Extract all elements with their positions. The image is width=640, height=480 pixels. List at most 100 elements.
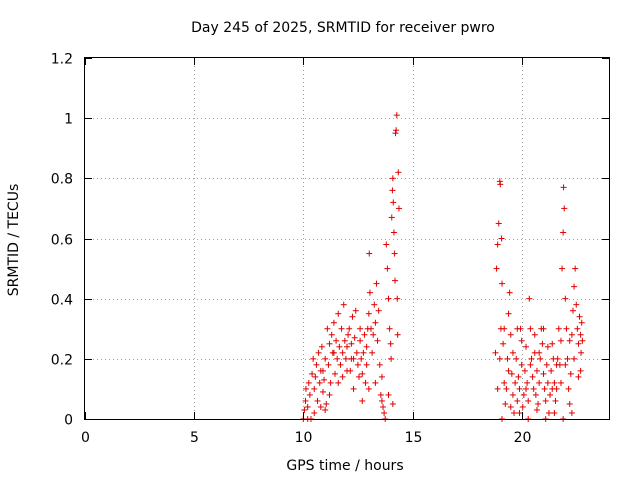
data-point <box>494 241 501 248</box>
data-point <box>561 205 568 212</box>
data-point <box>359 370 366 377</box>
data-point <box>526 295 533 302</box>
data-point <box>349 313 356 320</box>
data-point <box>511 409 518 416</box>
data-point <box>342 355 349 362</box>
data-point <box>309 370 316 377</box>
data-point <box>384 265 391 272</box>
y-tick-label: 0.2 <box>51 353 73 369</box>
data-point <box>385 295 392 302</box>
y-tick-label: 0 <box>64 413 73 429</box>
data-point <box>375 307 382 314</box>
data-point <box>552 397 559 404</box>
data-point <box>499 280 506 287</box>
data-point <box>574 325 581 332</box>
data-point <box>335 310 342 317</box>
data-point <box>551 409 558 416</box>
data-point <box>513 355 520 362</box>
data-point <box>524 379 531 386</box>
data-point <box>392 277 399 284</box>
data-point <box>557 379 564 386</box>
data-point <box>322 355 329 362</box>
data-point <box>578 319 585 326</box>
data-point <box>390 229 397 236</box>
data-point <box>512 379 519 386</box>
data-point <box>566 400 573 407</box>
data-point <box>378 373 385 380</box>
data-point <box>541 385 548 392</box>
data-point <box>372 319 379 326</box>
data-point <box>502 400 509 407</box>
y-tick-label: 1 <box>64 112 73 128</box>
data-point <box>492 349 499 356</box>
data-point <box>518 361 525 368</box>
data-point <box>330 349 337 356</box>
data-point <box>560 184 567 191</box>
data-point <box>563 325 570 332</box>
data-point <box>554 355 561 362</box>
data-point <box>540 325 547 332</box>
data-point <box>372 379 379 386</box>
data-point <box>388 355 395 362</box>
data-point <box>501 379 508 386</box>
data-point <box>562 361 569 368</box>
data-point <box>365 310 372 317</box>
data-point <box>317 403 324 410</box>
data-point <box>521 367 528 374</box>
data-point <box>319 367 326 374</box>
data-point <box>562 295 569 302</box>
y-tick-label: 0.8 <box>51 172 73 188</box>
data-point <box>393 112 400 119</box>
data-point <box>354 361 361 368</box>
data-point <box>385 391 392 398</box>
data-point <box>516 385 523 392</box>
data-point <box>344 367 350 374</box>
data-point <box>506 289 513 296</box>
data-point <box>323 400 330 407</box>
data-point <box>495 220 502 227</box>
data-point <box>390 199 397 206</box>
data-point <box>529 373 536 380</box>
data-point <box>389 400 396 407</box>
data-point <box>302 385 309 392</box>
data-point <box>528 355 535 362</box>
y-tick-label: 0.6 <box>51 233 73 249</box>
data-point <box>327 379 334 386</box>
data-point <box>331 370 338 377</box>
data-point <box>304 403 311 410</box>
data-point <box>504 355 511 362</box>
data-point <box>324 325 331 332</box>
x-tick-label: 10 <box>295 430 313 446</box>
data-point <box>568 331 575 338</box>
data-point <box>505 310 512 317</box>
data-point <box>334 355 341 362</box>
data-point <box>539 340 546 347</box>
data-point <box>494 385 501 392</box>
x-tick-label: 20 <box>514 430 532 446</box>
data-point <box>325 361 332 368</box>
data-point <box>543 361 550 368</box>
data-point <box>366 250 373 257</box>
data-point <box>565 385 572 392</box>
data-point <box>571 355 578 362</box>
data-point <box>393 127 400 134</box>
data-point <box>313 361 320 368</box>
data-point <box>536 349 543 356</box>
data-point <box>381 409 388 416</box>
data-point <box>493 265 500 272</box>
data-point <box>527 361 534 368</box>
data-point <box>363 343 370 350</box>
data-point <box>508 370 515 377</box>
data-point <box>368 325 375 332</box>
data-point <box>527 325 534 332</box>
data-point <box>369 349 376 356</box>
data-point <box>544 343 551 350</box>
data-point <box>530 385 537 392</box>
data-point <box>383 241 390 248</box>
data-point <box>374 337 381 344</box>
data-point <box>395 205 402 212</box>
data-point <box>363 361 370 368</box>
data-point <box>330 319 337 326</box>
data-point <box>533 406 540 413</box>
data-point <box>339 349 346 356</box>
